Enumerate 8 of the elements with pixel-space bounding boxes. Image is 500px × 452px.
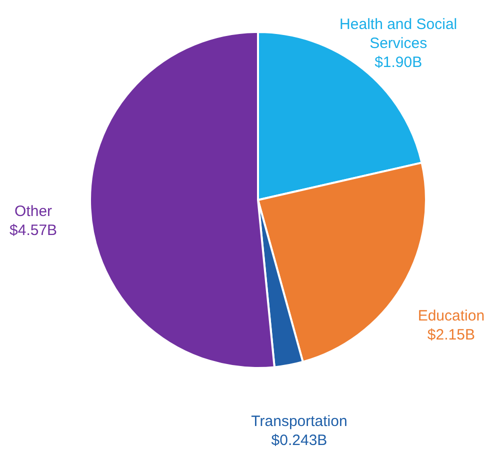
data-label: $2.15B xyxy=(427,326,475,344)
slice-label: Other xyxy=(14,203,52,220)
data-label: $1.90B xyxy=(374,54,422,72)
slice-label: Health and Social Services xyxy=(340,16,458,52)
slice-label: Education xyxy=(418,307,485,324)
slice-label: Transportation xyxy=(251,413,348,430)
data-label: $0.243B xyxy=(271,432,328,450)
data-label: $4.57B xyxy=(10,222,58,240)
